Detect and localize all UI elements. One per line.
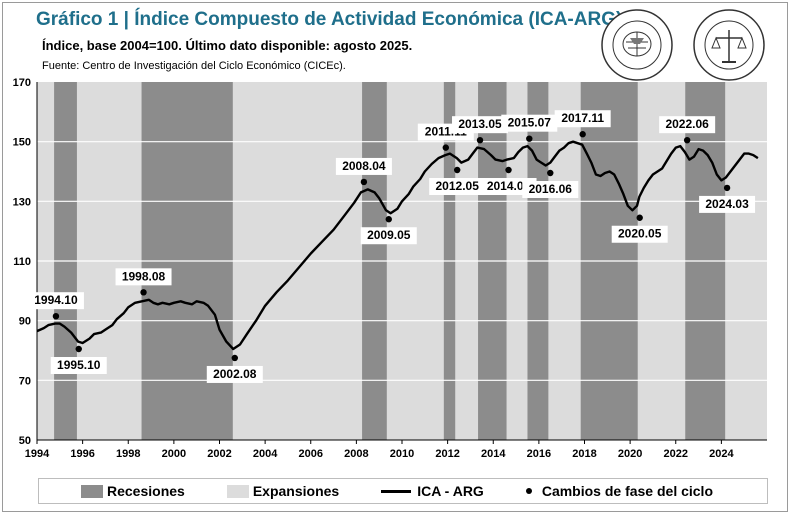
phase-label-2009.05: 2009.05 (367, 228, 411, 242)
phase-label-1998.08: 1998.08 (122, 269, 166, 283)
legend-swatch-recessions (81, 484, 103, 498)
phase-label-2008.04: 2008.04 (342, 159, 386, 173)
x-tick-label-2022: 2022 (664, 448, 688, 460)
phase-label-2014.08: 2014.08 (487, 179, 531, 193)
phase-point-2013.05 (476, 136, 484, 144)
phase-point-2015.07 (526, 135, 533, 142)
phase-label-2013.05: 2013.05 (458, 117, 502, 131)
y-tick-label-70: 70 (19, 375, 31, 387)
x-tick-label-1994: 1994 (25, 448, 50, 460)
x-tick-label-2000: 2000 (162, 448, 186, 460)
x-tick-label-2018: 2018 (572, 448, 596, 460)
x-tick-label-2008: 2008 (344, 448, 368, 460)
legend-label-line: ICA - ARG (417, 483, 484, 499)
y-tick-label-90: 90 (19, 316, 31, 328)
bolsa-comercio-santa-fe-logo (601, 9, 673, 81)
y-tick-label-150: 150 (13, 137, 31, 149)
phase-label-2015.07: 2015.07 (508, 116, 552, 130)
x-tick-label-1998: 1998 (116, 448, 140, 460)
y-tick-label-50: 50 (19, 435, 31, 447)
x-tick-label-2024: 2024 (709, 448, 734, 460)
phase-point-2017.11 (579, 131, 586, 138)
phase-point-2011.11 (442, 144, 449, 151)
phase-label-bg-2002.08 (206, 365, 263, 383)
phase-label-bg-2017.11 (554, 110, 611, 128)
phase-point-1994.10 (52, 312, 60, 320)
legend-swatch-line (381, 489, 412, 493)
x-tick-label-2020: 2020 (618, 448, 642, 460)
phase-point-2002.08 (231, 354, 238, 362)
bolsa-comercio-rosario-logo (693, 9, 765, 81)
phase-label-2002.08: 2002.08 (213, 367, 257, 381)
series-line-ica-arg (36, 140, 759, 351)
legend-recessions: Recesiones (39, 483, 185, 499)
phase-label-bg-1998.08 (115, 268, 172, 286)
phase-label-bg-2022.06 (659, 116, 716, 134)
x-tick-label-2010: 2010 (390, 448, 414, 460)
legend-expansions: Expansiones (185, 483, 339, 499)
phase-point-2014.08 (505, 166, 512, 174)
phase-point-2024.03 (723, 184, 731, 192)
phase-label-bg-2008.04 (335, 157, 392, 175)
chart-legend: Recesiones Expansiones ICA - ARG Cambios… (38, 478, 768, 504)
phase-label-2024.03: 2024.03 (705, 197, 749, 211)
chart-subtitle: Índice, base 2004=100. Último dato dispo… (42, 38, 413, 53)
phase-point-2009.05 (385, 216, 392, 223)
phase-label-2016.06: 2016.06 (529, 182, 573, 196)
legend-label-phase: Cambios de fase del ciclo (541, 483, 713, 499)
x-tick-label-2006: 2006 (299, 448, 323, 460)
x-tick-label-2002: 2002 (207, 448, 231, 460)
y-tick-label-170: 170 (13, 77, 31, 89)
phase-label-2017.11: 2017.11 (561, 111, 604, 125)
y-tick-label-130: 130 (13, 196, 31, 208)
x-tick-label-2014: 2014 (481, 448, 506, 460)
phase-label-bg-2024.03 (699, 195, 756, 213)
phase-label-bg-2020.05 (611, 225, 668, 243)
chart-title: Gráfico 1 | Índice Compuesto de Activida… (36, 9, 628, 30)
phase-label-bg-2013.05 (452, 116, 509, 134)
phase-label-bg-2015.07 (501, 114, 558, 132)
y-tick-label-110: 110 (13, 256, 31, 268)
phase-label-2012.05: 2012.05 (436, 179, 480, 193)
x-tick-label-2016: 2016 (527, 448, 551, 460)
phase-point-2022.06 (683, 136, 691, 144)
legend-label-expansions: Expansiones (252, 483, 340, 499)
phase-point-2012.05 (454, 166, 461, 174)
phase-label-bg-2012.05 (429, 178, 486, 196)
phase-label-bg-1995.10 (50, 357, 107, 375)
phase-label-1994.10: 1994.10 (34, 293, 78, 307)
phase-point-2008.04 (360, 178, 368, 186)
legend-line: ICA - ARG (339, 483, 484, 499)
legend-swatch-expansions (226, 484, 249, 498)
phase-point-2016.06 (547, 169, 554, 177)
x-tick-label-1996: 1996 (70, 448, 94, 460)
legend-swatch-phase (525, 488, 532, 494)
x-tick-label-2012: 2012 (435, 448, 459, 460)
phase-point-1995.10 (75, 345, 82, 353)
phase-point-2020.05 (636, 214, 643, 221)
phase-label-1995.10: 1995.10 (57, 358, 101, 372)
phase-label-bg-1994.10 (27, 292, 84, 310)
phase-label-2020.05: 2020.05 (618, 227, 662, 241)
x-tick-label-2004: 2004 (253, 448, 278, 460)
phase-point-1998.08 (140, 289, 147, 296)
legend-label-recessions: Recesiones (107, 483, 185, 499)
phase-label-bg-2009.05 (360, 227, 417, 245)
legend-phase: Cambios de fase del ciclo (484, 483, 713, 499)
phase-label-bg-2016.06 (522, 180, 579, 198)
phase-label-2022.06: 2022.06 (665, 117, 709, 131)
chart-source: Fuente: Centro de Investigación del Cicl… (42, 60, 346, 72)
